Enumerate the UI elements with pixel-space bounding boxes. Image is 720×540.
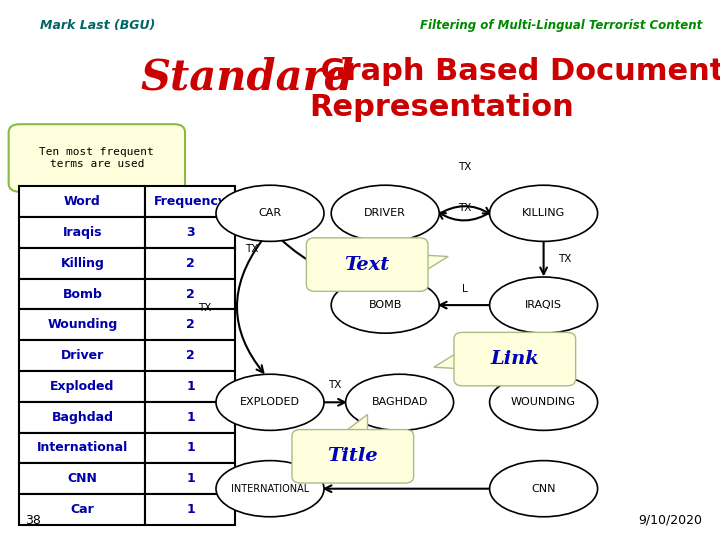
Text: Word: Word [64,195,101,208]
Bar [19,309,145,340]
Text: CNN: CNN [531,484,556,494]
Text: International: International [37,441,128,455]
Text: Mark Last (BGU): Mark Last (BGU) [40,19,155,32]
Ellipse shape [490,461,598,517]
Text: 2: 2 [186,349,195,362]
Text: Bomb: Bomb [63,287,102,301]
Text: CAR: CAR [258,208,282,218]
Text: Filtering of Multi-Lingual Terrorist Content: Filtering of Multi-Lingual Terrorist Con… [420,19,702,32]
Text: 2: 2 [186,256,195,270]
Ellipse shape [490,277,598,333]
FancyBboxPatch shape [292,430,413,483]
Text: Ten most frequent
terms are used: Ten most frequent terms are used [40,147,154,168]
Ellipse shape [331,185,439,241]
Text: Driver: Driver [60,349,104,362]
Text: INTERNATIONAL: INTERNATIONAL [231,484,309,494]
Text: 1: 1 [186,410,195,424]
Text: Title: Title [328,447,378,465]
Text: BOMB: BOMB [369,300,402,310]
Ellipse shape [331,277,439,333]
Bar [19,402,145,433]
Text: Wounding: Wounding [48,318,117,332]
Text: TI: TI [402,467,411,476]
Bar [145,309,235,340]
Text: Text: Text [345,255,390,274]
Bar [145,463,235,494]
Polygon shape [94,184,126,211]
Text: TX: TX [458,163,471,172]
Bar [145,217,235,248]
Text: CNN: CNN [68,472,97,485]
Text: L: L [462,284,467,294]
Text: 1: 1 [186,380,195,393]
Bar [145,494,235,525]
Text: TX: TX [245,244,258,254]
Polygon shape [338,415,367,436]
Text: 1: 1 [186,472,195,485]
Text: 2: 2 [186,318,195,332]
Text: BAGHDAD: BAGHDAD [372,397,428,407]
FancyBboxPatch shape [307,238,428,292]
Bar [19,433,145,463]
FancyBboxPatch shape [9,124,185,192]
Text: 9/10/2020: 9/10/2020 [638,514,702,526]
Text: TX: TX [559,349,572,359]
Text: TX: TX [199,303,212,313]
Bar [145,433,235,463]
Ellipse shape [216,374,324,430]
Text: Exploded: Exploded [50,380,114,393]
Text: KILLING: KILLING [522,208,565,218]
Bar [19,186,145,217]
Text: 1: 1 [186,441,195,455]
Bar [19,248,145,279]
Text: 38: 38 [25,514,41,526]
Ellipse shape [216,461,324,517]
Bar [19,217,145,248]
FancyBboxPatch shape [454,332,575,386]
Text: Iraqis: Iraqis [63,226,102,239]
Text: IRAQIS: IRAQIS [525,300,562,310]
Bar [145,371,235,402]
Ellipse shape [490,185,598,241]
Bar [19,463,145,494]
Bar [145,340,235,371]
Text: TX: TX [328,380,341,390]
Text: 1: 1 [186,503,195,516]
Bar [19,340,145,371]
Text: Link: Link [490,350,539,368]
Text: Killing: Killing [60,256,104,270]
Text: Graph Based Document
Representation: Graph Based Document Representation [310,57,720,122]
Ellipse shape [490,374,598,430]
Text: 3: 3 [186,226,194,239]
Bar [145,402,235,433]
Text: Standard: Standard [140,57,354,99]
Polygon shape [433,349,462,369]
Text: TX: TX [458,203,471,213]
Bar [145,279,235,309]
Text: WOUNDING: WOUNDING [511,397,576,407]
Bar [145,186,235,217]
Text: EXPLODED: EXPLODED [240,397,300,407]
Bar [19,371,145,402]
Text: Frequency: Frequency [154,195,227,208]
Text: 2: 2 [186,287,195,301]
Text: Baghdad: Baghdad [51,410,114,424]
Bar [19,279,145,309]
Polygon shape [419,255,448,274]
Ellipse shape [346,374,454,430]
Ellipse shape [216,185,324,241]
Text: DRIVER: DRIVER [364,208,406,218]
Bar [145,248,235,279]
Text: TX: TX [559,254,572,264]
Bar [19,494,145,525]
Text: Car: Car [71,503,94,516]
